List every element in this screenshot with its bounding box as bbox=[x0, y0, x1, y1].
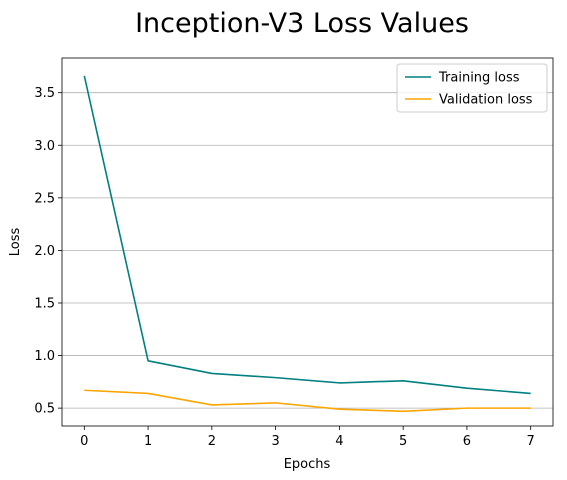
y-tick-label-6: 3.5 bbox=[34, 86, 55, 101]
y-tick-label-3: 2.0 bbox=[34, 244, 55, 259]
x-tick-label-2: 2 bbox=[208, 434, 216, 449]
legend: Training loss Validation loss bbox=[396, 63, 548, 113]
y-tick-label-5: 3.0 bbox=[34, 139, 55, 154]
x-tick-label-5: 5 bbox=[399, 434, 407, 449]
x-tick-label-6: 6 bbox=[463, 434, 471, 449]
x-tick-label-3: 3 bbox=[271, 434, 279, 449]
x-tick-label-1: 1 bbox=[144, 434, 152, 449]
x-tick-label-7: 7 bbox=[527, 434, 535, 449]
legend-label-0: Training loss bbox=[438, 71, 520, 86]
series-line-training-loss bbox=[83, 75, 531, 395]
plot-frame bbox=[61, 57, 554, 427]
x-tick-label-4: 4 bbox=[335, 434, 343, 449]
y-tick-label-2: 1.5 bbox=[34, 296, 55, 311]
series-lines bbox=[83, 75, 531, 413]
chart-title: Inception-V3 Loss Values bbox=[135, 8, 469, 39]
y-axis-label: Loss bbox=[8, 228, 23, 257]
x-axis-ticks: 0 1 2 3 4 5 6 7 bbox=[80, 426, 535, 449]
series-line-validation-loss bbox=[84, 389, 531, 413]
legend-box bbox=[396, 63, 548, 113]
x-axis-label: Epochs bbox=[284, 457, 331, 472]
y-tick-label-1: 1.0 bbox=[34, 349, 55, 364]
legend-label-1: Validation loss bbox=[439, 93, 533, 108]
y-tick-label-0: 0.5 bbox=[34, 402, 55, 417]
y-axis-ticks: 0.5 1.0 1.5 2.0 2.5 3.0 3.5 bbox=[34, 86, 62, 417]
x-tick-label-0: 0 bbox=[80, 434, 88, 449]
y-tick-label-4: 2.5 bbox=[34, 191, 55, 206]
y-gridlines bbox=[62, 92, 553, 409]
